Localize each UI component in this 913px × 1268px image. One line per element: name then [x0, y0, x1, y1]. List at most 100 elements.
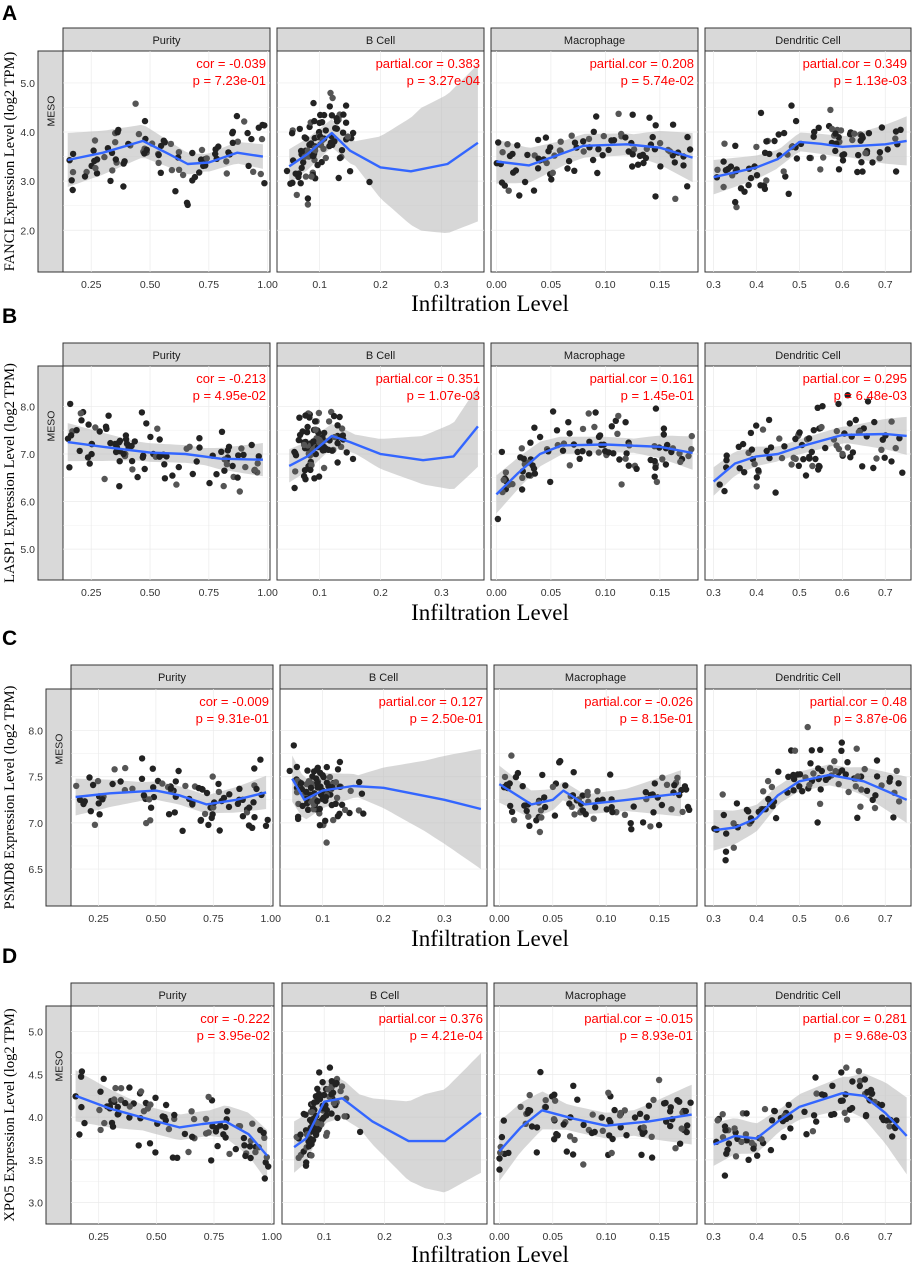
facet-title: Dendritic Cell — [775, 35, 840, 47]
data-point — [318, 158, 325, 166]
data-point — [723, 457, 730, 464]
data-point — [605, 146, 612, 154]
data-point — [310, 1099, 318, 1106]
data-point — [301, 467, 309, 474]
data-point — [727, 163, 735, 170]
data-point — [684, 1122, 691, 1129]
data-point — [579, 425, 587, 433]
x-tick-label: 0.3 — [434, 587, 449, 599]
data-point — [833, 427, 840, 435]
x-tick-label: 0.75 — [199, 279, 220, 291]
y-axis-label: FANCI Expression Level (log2 TPM) — [2, 52, 18, 272]
data-point — [559, 447, 567, 454]
data-point — [566, 800, 573, 807]
data-point — [134, 473, 141, 481]
data-point — [849, 136, 856, 144]
x-axis-label: Infiltration Level — [411, 1242, 569, 1267]
plot-area — [62, 365, 271, 581]
data-point — [580, 1161, 587, 1168]
x-tick-label: 0.15 — [649, 913, 670, 925]
data-point — [881, 454, 888, 461]
data-point — [731, 1125, 738, 1132]
x-tick-label: 0.00 — [489, 913, 510, 925]
correlation-label: cor = -0.222 — [200, 1011, 270, 1026]
data-point — [263, 1154, 270, 1161]
data-point — [314, 1085, 321, 1093]
data-point — [650, 1096, 657, 1104]
data-point — [778, 454, 786, 462]
data-point — [309, 152, 316, 159]
data-point — [745, 181, 752, 189]
data-point — [254, 460, 261, 467]
x-tick-label: 1.00 — [260, 913, 281, 925]
data-point — [815, 124, 822, 131]
data-point — [584, 791, 591, 799]
y-axis-label: XPO5 Expression Level (log2 TPM) — [2, 1008, 18, 1221]
data-point — [214, 1142, 221, 1150]
data-point — [871, 804, 879, 812]
data-point — [258, 135, 266, 143]
data-point — [93, 156, 101, 163]
data-point — [183, 199, 191, 206]
data-point — [96, 811, 103, 818]
data-point — [847, 454, 854, 461]
data-point — [838, 1069, 845, 1076]
data-point — [175, 166, 183, 173]
data-point — [529, 462, 536, 469]
data-point — [162, 1101, 170, 1109]
x-tick-label: 0.1 — [312, 587, 327, 599]
data-point — [592, 804, 599, 811]
data-point — [598, 1114, 605, 1121]
data-point — [826, 765, 834, 772]
data-point — [655, 821, 663, 829]
data-point — [257, 756, 264, 763]
data-point — [820, 154, 827, 161]
data-point — [576, 455, 583, 462]
data-point — [755, 467, 762, 474]
data-point — [557, 138, 564, 145]
data-point — [720, 158, 727, 165]
data-point — [549, 169, 556, 176]
data-point — [77, 1073, 85, 1080]
data-point — [292, 170, 299, 177]
data-point — [841, 1109, 848, 1117]
data-point — [496, 1166, 503, 1173]
data-point — [543, 159, 550, 167]
data-point — [818, 423, 825, 431]
data-point — [574, 1096, 581, 1103]
confidence-band — [496, 131, 693, 184]
data-point — [92, 424, 99, 431]
data-point — [215, 788, 223, 796]
data-point — [616, 456, 623, 463]
data-point — [832, 130, 839, 137]
data-point — [115, 439, 123, 446]
data-point — [853, 745, 860, 752]
data-point — [888, 458, 895, 465]
data-point — [659, 774, 666, 781]
x-tick-label: 0.05 — [541, 279, 562, 291]
x-tick-label: 0.10 — [595, 279, 616, 291]
data-point — [879, 436, 886, 443]
data-point — [730, 844, 737, 851]
data-point — [571, 1136, 578, 1144]
data-point — [173, 481, 180, 488]
correlation-label: partial.cor = 0.349 — [803, 56, 907, 71]
data-point — [503, 781, 510, 788]
y-tick-label: 4.0 — [28, 1112, 43, 1124]
data-point — [248, 135, 255, 143]
data-point — [733, 800, 741, 807]
data-point — [660, 431, 667, 438]
data-point — [745, 808, 752, 815]
data-point — [171, 1111, 178, 1119]
fit-line — [75, 789, 267, 806]
data-point — [817, 746, 824, 753]
data-point — [765, 416, 773, 424]
data-point — [871, 418, 878, 426]
data-point — [244, 129, 251, 137]
data-point — [248, 441, 255, 449]
facet-dendritic-cell: Dendritic Cell 0.3 0.4 0.5 0.6 0.7 partial.cor… — [704, 27, 912, 291]
y-tick-label: 3.0 — [28, 1198, 43, 1210]
data-point — [680, 162, 687, 169]
data-point — [198, 146, 206, 154]
data-point — [304, 195, 312, 202]
